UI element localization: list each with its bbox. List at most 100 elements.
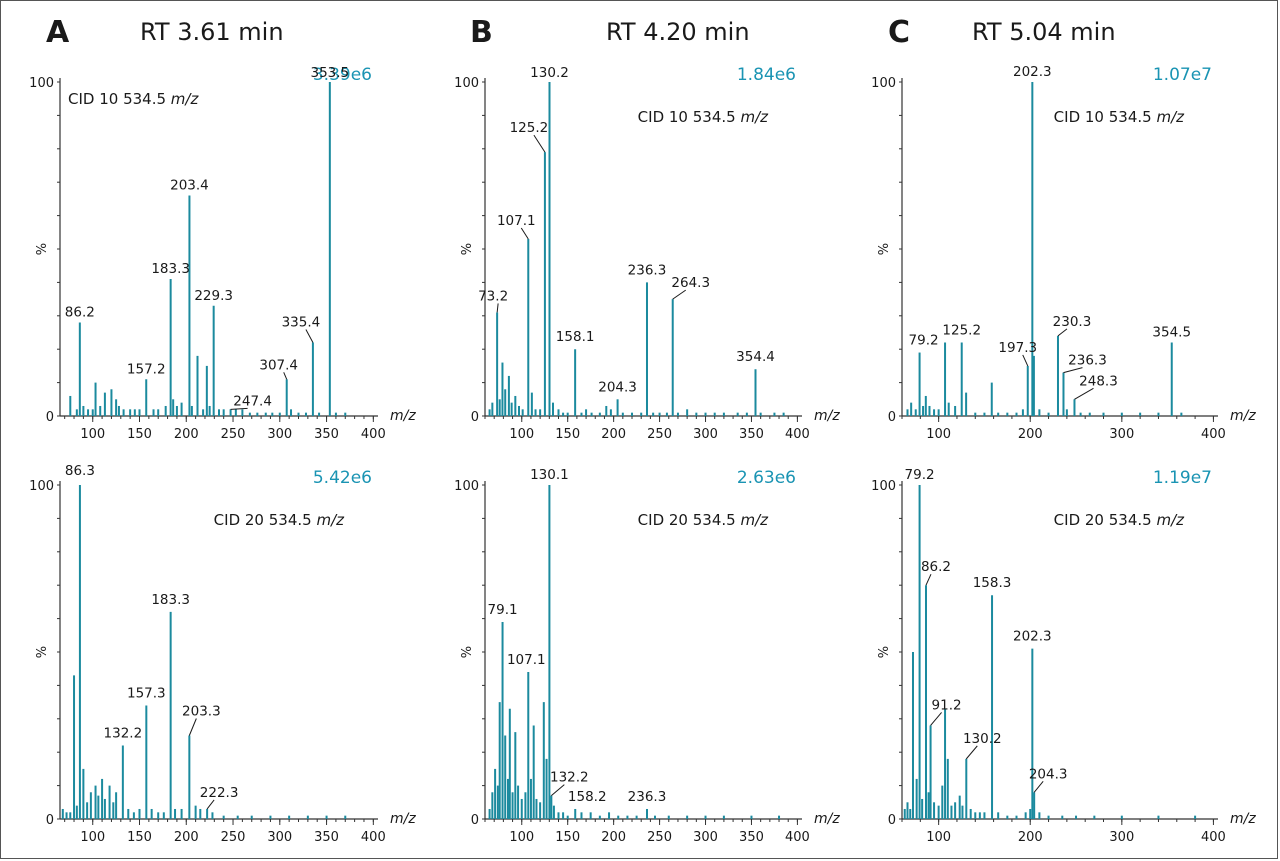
condition-unit: m/z — [740, 108, 769, 126]
condition-unit: m/z — [1156, 511, 1185, 529]
spectrum-plot-c-bottom: 0 100% 100 200 300 400 m/z 1.19e7 CID 20 534.5 m… — [871, 467, 1256, 845]
y-tick-label: 0 — [471, 813, 479, 828]
panel-title-c: RT 5.04 min — [972, 18, 1116, 46]
x-tick-label: 250 — [647, 427, 672, 442]
y-tick-label: 100 — [454, 479, 479, 494]
y-tick-label: 100 — [871, 479, 896, 494]
peak-label: 130.1 — [530, 467, 569, 483]
peak-label-leader — [1057, 328, 1068, 337]
y-tick-label: 100 — [29, 76, 54, 91]
peak-label-leader — [965, 745, 978, 760]
y-tick-label: 100 — [871, 76, 896, 91]
peak-label: 130.2 — [530, 65, 569, 81]
x-tick-label: 400 — [1201, 830, 1226, 845]
peak-label: 86.2 — [921, 559, 951, 575]
peak-label: 236.3 — [1068, 353, 1107, 369]
peak-label: 354.5 — [1152, 325, 1191, 341]
peak-label: 204.3 — [1029, 766, 1068, 782]
panel-letter-c: C — [888, 15, 910, 50]
x-tick-label: 250 — [221, 427, 246, 442]
peak-label-leader — [520, 227, 529, 240]
spectrum-plot-b-top: 0 100% 100 150 200 250 300 350 400 m/z 1.84e6 CID 1… — [454, 65, 840, 442]
condition-label: CID 10 534.5 m/z — [638, 108, 769, 126]
x-tick-label: 250 — [221, 830, 246, 845]
peak-label: 125.2 — [510, 120, 549, 136]
panel-letter-a: A — [46, 15, 70, 50]
x-tick-label: 300 — [693, 427, 718, 442]
panel-title-a: RT 3.61 min — [140, 18, 284, 46]
peak-label: 307.4 — [259, 357, 298, 373]
peak-label-leader — [206, 799, 215, 810]
x-tick-label: 300 — [267, 830, 292, 845]
peak-label: 335.4 — [282, 315, 321, 331]
peak-label: 130.2 — [963, 731, 1002, 747]
y-axis-label: % — [460, 243, 475, 255]
y-axis-label: % — [460, 646, 475, 658]
peak-label: 157.2 — [127, 361, 166, 377]
spectra-plots: 0 100% 100 150 200 250 300 350 400 m/z 3.39e6 CID 1… — [29, 64, 1256, 845]
x-tick-label: 200 — [174, 830, 199, 845]
peak-label: 157.3 — [127, 685, 166, 701]
condition-unit: m/z — [740, 511, 769, 529]
peak-label-leader — [1022, 354, 1029, 367]
condition-unit: m/z — [1156, 108, 1185, 126]
intensity-label: 1.84e6 — [737, 65, 796, 85]
peak-series — [906, 82, 1183, 416]
peak-label-leader — [283, 372, 288, 380]
peak-label: 158.3 — [973, 575, 1012, 591]
x-tick-label: 200 — [174, 427, 199, 442]
peak-label: 230.3 — [1053, 314, 1092, 330]
y-tick-label: 0 — [888, 813, 896, 828]
x-tick-label: 100 — [509, 830, 534, 845]
peak-label: 86.3 — [65, 463, 95, 479]
x-tick-label: 150 — [555, 427, 580, 442]
x-tick-label: 400 — [1201, 427, 1226, 442]
peak-label: 132.2 — [550, 770, 589, 786]
peak-label-leader — [1063, 367, 1083, 374]
spectrum-plot-a-bottom: 0 100% 100 150 200 250 300 350 400 m/z 5.42e6 CID 2… — [29, 463, 416, 845]
x-tick-label: 200 — [601, 830, 626, 845]
peak-label-leader — [230, 407, 248, 410]
x-tick-label: 200 — [1018, 427, 1043, 442]
x-tick-label: 150 — [127, 830, 152, 845]
peak-label: 236.3 — [628, 262, 667, 278]
condition-label: CID 10 534.5 m/z — [1054, 108, 1185, 126]
peak-label: 73.2 — [478, 288, 508, 304]
x-tick-label: 350 — [314, 830, 339, 845]
y-tick-label: 0 — [46, 410, 54, 425]
x-tick-label: 350 — [739, 427, 764, 442]
peak-label: 197.3 — [998, 340, 1037, 356]
x-axis-label: m/z — [1230, 811, 1256, 827]
x-tick-label: 150 — [555, 830, 580, 845]
y-axis-label: % — [35, 243, 50, 255]
peak-label: 107.1 — [507, 652, 546, 668]
peak-label: 222.3 — [200, 785, 239, 801]
x-tick-label: 200 — [601, 427, 626, 442]
peak-series — [488, 485, 781, 819]
x-tick-label: 100 — [926, 830, 951, 845]
peak-label-leader — [672, 289, 687, 300]
peak-label: 158.1 — [556, 329, 595, 345]
panel-letter-b: B — [470, 15, 493, 50]
condition-label: CID 20 534.5 m/z — [214, 511, 345, 529]
x-tick-label: 100 — [80, 830, 105, 845]
condition-label: CID 20 534.5 m/z — [638, 511, 769, 529]
peak-label-leader — [930, 712, 942, 726]
peak-label: 354.4 — [736, 349, 775, 365]
x-axis-label: m/z — [814, 408, 840, 424]
peak-label-leader — [188, 718, 197, 736]
y-tick-label: 0 — [46, 813, 54, 828]
peak-label-leader — [1074, 387, 1094, 400]
x-tick-label: 400 — [361, 427, 386, 442]
peak-label: 248.3 — [1079, 373, 1118, 389]
peak-label: 91.2 — [932, 697, 962, 713]
x-tick-label: 350 — [739, 830, 764, 845]
intensity-label: 1.07e7 — [1153, 65, 1212, 85]
x-tick-label: 100 — [509, 427, 534, 442]
peak-label: 203.3 — [182, 704, 221, 720]
peak-label: 236.3 — [628, 789, 667, 805]
peak-label: 264.3 — [671, 275, 710, 291]
peak-label-leader — [496, 303, 499, 313]
